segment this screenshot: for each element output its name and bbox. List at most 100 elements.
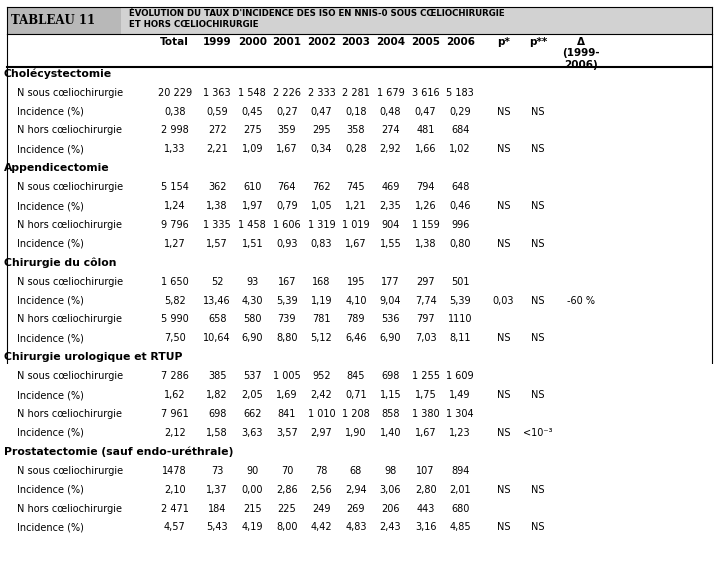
Text: 7,50: 7,50 [164, 333, 186, 343]
Text: 8,80: 8,80 [276, 333, 298, 343]
Text: 272: 272 [208, 126, 226, 136]
Text: 297: 297 [416, 276, 435, 287]
Text: 0,00: 0,00 [242, 485, 263, 495]
Text: NS: NS [531, 201, 544, 211]
Text: 4,10: 4,10 [345, 296, 367, 306]
Text: 1 650: 1 650 [161, 276, 188, 287]
Text: Prostatectomie (sauf endo-uréthrale): Prostatectomie (sauf endo-uréthrale) [4, 447, 233, 457]
Text: 762: 762 [312, 182, 331, 192]
Text: 275: 275 [243, 126, 262, 136]
Text: 1 363: 1 363 [203, 88, 231, 97]
Text: N sous cœliochirurgie: N sous cœliochirurgie [17, 182, 123, 192]
Text: N hors cœliochirurgie: N hors cœliochirurgie [17, 315, 122, 324]
Text: NS: NS [497, 106, 510, 117]
Text: 1,02: 1,02 [449, 144, 471, 154]
Text: 359: 359 [278, 126, 296, 136]
Text: 385: 385 [208, 371, 226, 381]
Text: 73: 73 [211, 466, 224, 476]
Text: 358: 358 [347, 126, 365, 136]
Text: 8,11: 8,11 [449, 333, 471, 343]
Text: NS: NS [531, 485, 544, 495]
Text: 2006: 2006 [446, 37, 475, 47]
Text: 4,85: 4,85 [449, 522, 471, 533]
Text: 610: 610 [243, 182, 262, 192]
Text: 2,12: 2,12 [164, 428, 186, 438]
Text: 680: 680 [451, 503, 470, 513]
Text: Appendicectomie: Appendicectomie [4, 163, 109, 173]
Text: 2,94: 2,94 [345, 485, 367, 495]
Text: N hors cœliochirurgie: N hors cœliochirurgie [17, 503, 122, 513]
Text: 70: 70 [280, 466, 293, 476]
Text: N sous cœliochirurgie: N sous cœliochirurgie [17, 88, 123, 97]
Text: N hors cœliochirurgie: N hors cœliochirurgie [17, 220, 122, 230]
Text: NS: NS [531, 106, 544, 117]
Text: 5,82: 5,82 [164, 296, 186, 306]
Text: 764: 764 [278, 182, 296, 192]
Text: 5 154: 5 154 [161, 182, 188, 192]
Text: 1,19: 1,19 [311, 296, 332, 306]
Text: 5,39: 5,39 [276, 296, 298, 306]
Text: 269: 269 [347, 503, 365, 513]
Text: 20 229: 20 229 [157, 88, 192, 97]
Text: NS: NS [531, 333, 544, 343]
Bar [7, 7, 712, 34]
Text: 2 998: 2 998 [161, 126, 188, 136]
Text: 1,58: 1,58 [206, 428, 228, 438]
Text: 6,90: 6,90 [380, 333, 401, 343]
Text: 2001: 2001 [273, 37, 301, 47]
Text: 2 471: 2 471 [161, 503, 188, 513]
Text: 9 796: 9 796 [161, 220, 188, 230]
Text: 90: 90 [246, 466, 259, 476]
Text: 5,43: 5,43 [206, 522, 228, 533]
Text: 1 380: 1 380 [412, 409, 439, 419]
Text: 1,33: 1,33 [164, 144, 186, 154]
Text: 0,03: 0,03 [493, 296, 514, 306]
Text: 739: 739 [278, 315, 296, 324]
Text: 195: 195 [347, 276, 365, 287]
Text: 5 990: 5 990 [161, 315, 188, 324]
Text: 894: 894 [451, 466, 470, 476]
Text: 1,38: 1,38 [415, 239, 436, 249]
Text: Cholécystectomie: Cholécystectomie [4, 69, 111, 79]
Text: 684: 684 [451, 126, 470, 136]
Text: 1 606: 1 606 [273, 220, 301, 230]
Text: TABLEAU 11: TABLEAU 11 [11, 14, 95, 27]
Text: 1,67: 1,67 [276, 144, 298, 154]
Text: 1 010: 1 010 [308, 409, 335, 419]
Text: 0,38: 0,38 [164, 106, 186, 117]
Text: N sous cœliochirurgie: N sous cœliochirurgie [17, 276, 123, 287]
Text: 1,05: 1,05 [311, 201, 332, 211]
Text: 1 609: 1 609 [446, 371, 474, 381]
Text: 2,21: 2,21 [206, 144, 228, 154]
Text: 3,06: 3,06 [380, 485, 401, 495]
Text: 2 281: 2 281 [342, 88, 370, 97]
Text: NS: NS [497, 144, 510, 154]
Text: 274: 274 [381, 126, 400, 136]
Text: 1 335: 1 335 [203, 220, 231, 230]
Text: 362: 362 [208, 182, 226, 192]
Text: 1 019: 1 019 [342, 220, 370, 230]
Text: 1,97: 1,97 [242, 201, 263, 211]
Text: 952: 952 [312, 371, 331, 381]
Text: NS: NS [531, 390, 544, 400]
Text: 3,16: 3,16 [415, 522, 436, 533]
Text: 0,28: 0,28 [345, 144, 367, 154]
Text: Incidence (%): Incidence (%) [17, 390, 83, 400]
Text: 2 226: 2 226 [273, 88, 301, 97]
Text: 4,30: 4,30 [242, 296, 263, 306]
Text: NS: NS [531, 296, 544, 306]
Text: 7 286: 7 286 [161, 371, 188, 381]
Text: 443: 443 [416, 503, 435, 513]
Text: 1,49: 1,49 [449, 390, 471, 400]
Text: 0,27: 0,27 [276, 106, 298, 117]
Text: 1,37: 1,37 [206, 485, 228, 495]
Text: Incidence (%): Incidence (%) [17, 201, 83, 211]
Text: 2,01: 2,01 [449, 485, 471, 495]
Text: 1 458: 1 458 [239, 220, 266, 230]
Text: 68: 68 [349, 466, 362, 476]
Text: N hors cœliochirurgie: N hors cœliochirurgie [17, 409, 122, 419]
Text: Incidence (%): Incidence (%) [17, 106, 83, 117]
Text: 2,10: 2,10 [164, 485, 186, 495]
Text: 9,04: 9,04 [380, 296, 401, 306]
Text: 2004: 2004 [376, 37, 405, 47]
